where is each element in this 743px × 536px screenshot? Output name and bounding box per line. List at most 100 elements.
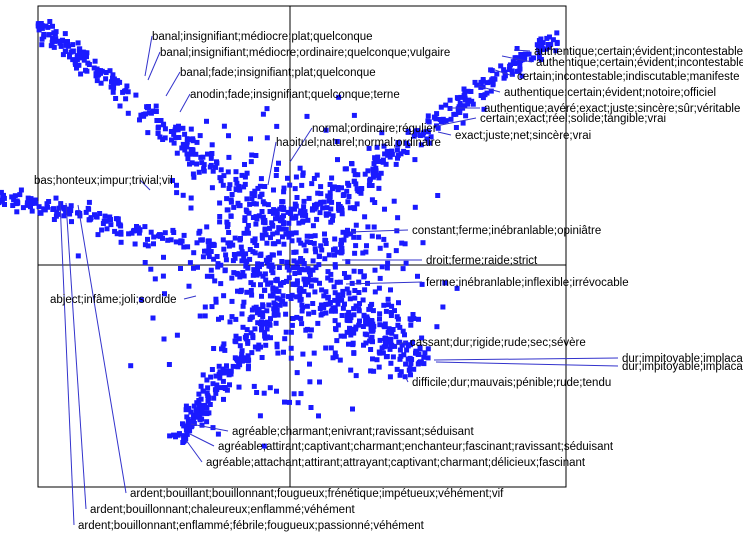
- data-point-upper-right-363: [344, 188, 350, 194]
- data-point-center-1404: [217, 214, 223, 219]
- data-point-left-502: [0, 189, 4, 195]
- annotation-label-20: dur;impitoyable;implacable;inflexible;in…: [622, 361, 743, 373]
- data-point-upper-left-192: [184, 136, 190, 142]
- data-point-upper-right-399: [554, 41, 560, 46]
- data-point-left-617: [220, 237, 226, 243]
- data-point-center-1329: [240, 303, 246, 309]
- leader-line-10: [494, 69, 514, 77]
- data-point-center-1208: [307, 361, 312, 367]
- data-point-upper-right-316: [335, 186, 341, 192]
- data-point-center-1248: [244, 327, 250, 333]
- data-point-lower-right-893: [377, 337, 383, 343]
- data-point-center-1143: [288, 355, 294, 361]
- data-point-center-1349: [264, 135, 270, 141]
- data-point-upper-right-378: [325, 193, 331, 199]
- data-point-lower-left-774: [175, 432, 181, 438]
- data-point-lower-left-742: [188, 409, 194, 415]
- data-point-center-1628: [345, 227, 350, 233]
- data-point-center-1441: [299, 182, 305, 188]
- data-point-center-1358: [339, 240, 344, 246]
- data-point-upper-right-395: [472, 79, 478, 85]
- data-point-center-1017: [376, 234, 381, 240]
- data-point-center-1204: [315, 320, 321, 326]
- annotation-label-15: constant;ferme;inébranlable;opiniâtre: [412, 225, 601, 237]
- data-point-upper-right-328: [488, 88, 494, 94]
- data-point-center-1569: [225, 207, 231, 213]
- data-point-upper-left-132: [62, 31, 68, 37]
- data-point-upper-left-64: [74, 65, 79, 71]
- data-point-center-1149: [279, 259, 285, 264]
- data-point-center-1120: [249, 152, 255, 158]
- data-point-center-1496: [274, 344, 280, 350]
- data-point-center-1052: [178, 266, 183, 271]
- data-point-center-1184: [229, 275, 235, 281]
- annotation-label-4: habituel;naturel;normal;ordinaire: [276, 137, 441, 149]
- data-point-center-1563: [300, 258, 306, 264]
- data-point-lower-right-816: [388, 360, 394, 366]
- data-point-center-1619: [298, 208, 304, 214]
- data-point-center-1593: [290, 316, 296, 321]
- data-point-center-1270: [257, 413, 263, 419]
- data-point-center-1157: [361, 342, 366, 348]
- data-point-upper-left-57: [174, 150, 180, 156]
- data-point-center-1264: [289, 322, 295, 328]
- data-point-upper-left-137: [111, 76, 117, 82]
- data-point-upper-left-112: [224, 196, 230, 202]
- data-point-left-465: [112, 228, 118, 234]
- data-point-center-1140: [318, 243, 324, 249]
- data-point-center-1037: [241, 230, 247, 236]
- data-point-upper-right-379: [401, 148, 407, 154]
- data-point-lower-right-931: [376, 349, 382, 355]
- data-point-center-1022: [327, 300, 333, 305]
- data-point-upper-left-158: [124, 83, 130, 89]
- data-point-center-1145: [275, 239, 281, 245]
- data-point-upper-right-352: [466, 97, 472, 103]
- data-point-center-1601: [160, 273, 166, 279]
- data-point-lower-left-737: [224, 368, 230, 374]
- data-point-lower-right-926: [366, 306, 372, 312]
- data-point-center-1510: [301, 261, 307, 267]
- data-point-center-1507: [351, 168, 357, 174]
- data-point-center-1010: [242, 162, 247, 167]
- data-point-lower-right-966: [407, 355, 413, 361]
- data-point-upper-right-267: [374, 144, 380, 150]
- data-point-center-1047: [276, 160, 281, 166]
- data-point-upper-left-73: [160, 137, 166, 142]
- data-point-upper-right-358: [538, 36, 544, 42]
- data-point-center-1605: [317, 253, 322, 259]
- data-point-lower-right-964: [388, 338, 394, 344]
- data-point-lower-right-883: [361, 313, 367, 319]
- data-point-upper-left-20: [205, 151, 210, 157]
- data-point-center-1422: [288, 345, 294, 351]
- data-point-center-1217: [319, 287, 325, 293]
- data-point-lower-right-944: [312, 289, 318, 295]
- leader-line-20: [435, 361, 619, 367]
- data-point-center-1452: [244, 226, 250, 232]
- data-point-center-1435: [372, 200, 378, 205]
- data-point-center-1117: [170, 178, 175, 183]
- data-point-upper-left-27: [50, 23, 55, 29]
- data-point-center-1583: [271, 187, 276, 193]
- data-point-lower-right-840: [422, 350, 428, 356]
- data-point-upper-right-292: [346, 194, 352, 199]
- data-point-center-1171: [359, 186, 365, 191]
- data-point-center-1621: [335, 292, 341, 298]
- data-point-center-1551: [325, 275, 331, 281]
- data-point-center-1543: [262, 217, 268, 223]
- data-point-center-1305: [244, 170, 250, 176]
- data-point-center-1203: [225, 240, 231, 246]
- data-point-upper-right-337: [509, 68, 515, 74]
- data-point-upper-left-186: [218, 178, 224, 184]
- data-point-center-1066: [368, 325, 374, 331]
- data-point-center-1413: [282, 399, 287, 405]
- data-point-lower-left-802: [209, 367, 215, 372]
- data-point-lower-left-786: [185, 421, 191, 427]
- data-point-lower-left-630: [191, 403, 197, 409]
- data-point-upper-left-87: [196, 169, 202, 175]
- data-point-upper-left-141: [153, 103, 159, 109]
- data-point-upper-left-169: [36, 27, 42, 33]
- data-point-lower-right-976: [339, 297, 345, 303]
- data-point-center-1555: [289, 292, 295, 298]
- data-point-upper-left-226: [84, 68, 90, 74]
- data-point-upper-left-156: [96, 71, 102, 77]
